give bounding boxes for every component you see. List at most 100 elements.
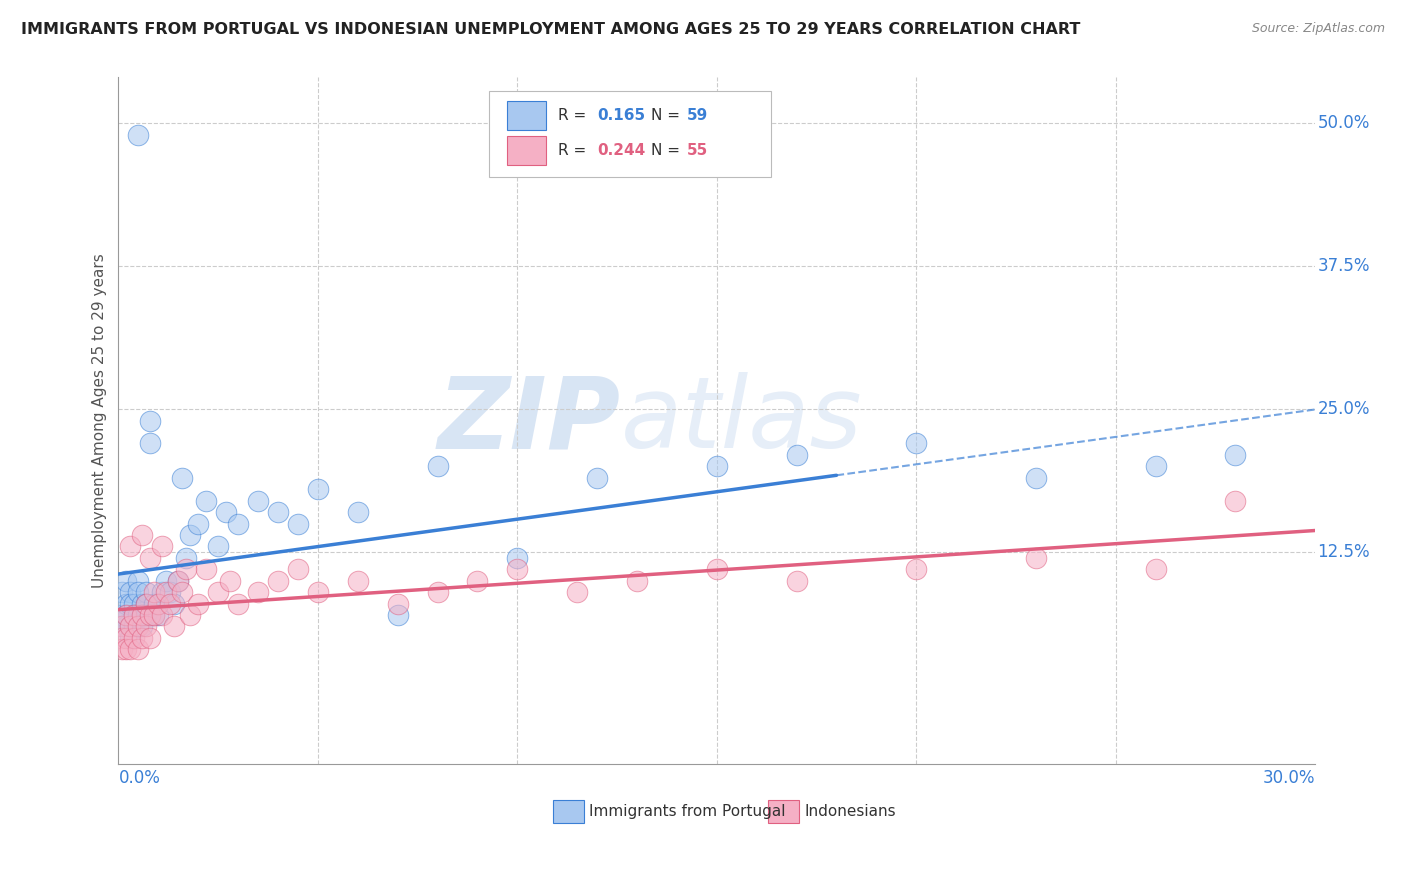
Point [207,585,229,599]
Point [131,597,153,611]
Point [226,597,249,611]
Text: 0.165: 0.165 [598,108,645,123]
Point [706,562,728,576]
Point [905,436,928,450]
Text: R =: R = [558,108,591,123]
Point [120,631,142,645]
Point [115,631,138,645]
Point [143,597,166,611]
Text: Source: ZipAtlas.com: Source: ZipAtlas.com [1251,22,1385,36]
Point [247,493,270,508]
Text: 50.0%: 50.0% [1317,114,1369,132]
Point [120,597,142,611]
Point [905,562,928,576]
Point [124,607,146,622]
Point [120,619,142,633]
Point [226,516,249,531]
Point [215,505,238,519]
Text: Immigrants from Portugal: Immigrants from Portugal [589,805,785,819]
Y-axis label: Unemployment Among Ages 25 to 29 years: Unemployment Among Ages 25 to 29 years [93,253,107,588]
Point [1225,448,1247,462]
Point [1144,459,1167,474]
Point [143,585,166,599]
Text: 0.0%: 0.0% [118,770,160,788]
Point [159,585,181,599]
Point [1025,550,1047,565]
Point [187,516,209,531]
FancyBboxPatch shape [553,800,583,823]
Point [135,597,157,611]
Text: 55: 55 [688,144,709,159]
Point [247,585,270,599]
Point [139,436,162,450]
Point [148,597,170,611]
Point [467,574,489,588]
Point [155,585,177,599]
Point [127,619,149,633]
Point [135,607,157,622]
Point [139,607,162,622]
Point [287,516,309,531]
Text: N =: N = [651,144,685,159]
Text: 0.244: 0.244 [598,144,645,159]
Point [150,540,173,554]
Point [506,550,529,565]
Point [786,574,808,588]
Point [586,471,609,485]
Point [127,642,149,657]
Point [346,505,368,519]
Text: Indonesians: Indonesians [804,805,896,819]
Point [131,631,153,645]
Point [131,619,153,633]
Point [143,607,166,622]
Point [115,607,138,622]
Point [187,597,209,611]
Point [131,607,153,622]
Point [426,459,449,474]
Point [148,597,170,611]
Point [163,619,186,633]
Point [111,642,134,657]
Point [195,562,218,576]
Point [307,585,329,599]
Point [174,550,197,565]
Point [115,597,138,611]
Point [267,574,290,588]
Point [115,574,138,588]
Point [124,607,146,622]
Point [139,414,162,428]
Point [167,574,190,588]
Point [267,505,290,519]
Point [120,642,142,657]
Point [111,631,134,645]
Point [127,607,149,622]
Point [124,597,146,611]
FancyBboxPatch shape [489,91,770,177]
Point [150,585,173,599]
Point [219,574,242,588]
Point [195,493,218,508]
Point [135,597,157,611]
Point [139,631,162,645]
Point [1025,471,1047,485]
Point [135,619,157,633]
Point [155,574,177,588]
Point [307,482,329,496]
Text: 25.0%: 25.0% [1317,401,1369,418]
Text: IMMIGRANTS FROM PORTUGAL VS INDONESIAN UNEMPLOYMENT AMONG AGES 25 TO 29 YEARS CO: IMMIGRANTS FROM PORTUGAL VS INDONESIAN U… [21,22,1080,37]
Point [174,562,197,576]
Point [346,574,368,588]
Point [786,448,808,462]
FancyBboxPatch shape [508,101,546,129]
Point [127,619,149,633]
Point [706,459,728,474]
Point [111,619,134,633]
Point [131,528,153,542]
Point [120,585,142,599]
Point [124,631,146,645]
Point [426,585,449,599]
Point [172,585,194,599]
Point [115,607,138,622]
Point [111,585,134,599]
Point [131,607,153,622]
